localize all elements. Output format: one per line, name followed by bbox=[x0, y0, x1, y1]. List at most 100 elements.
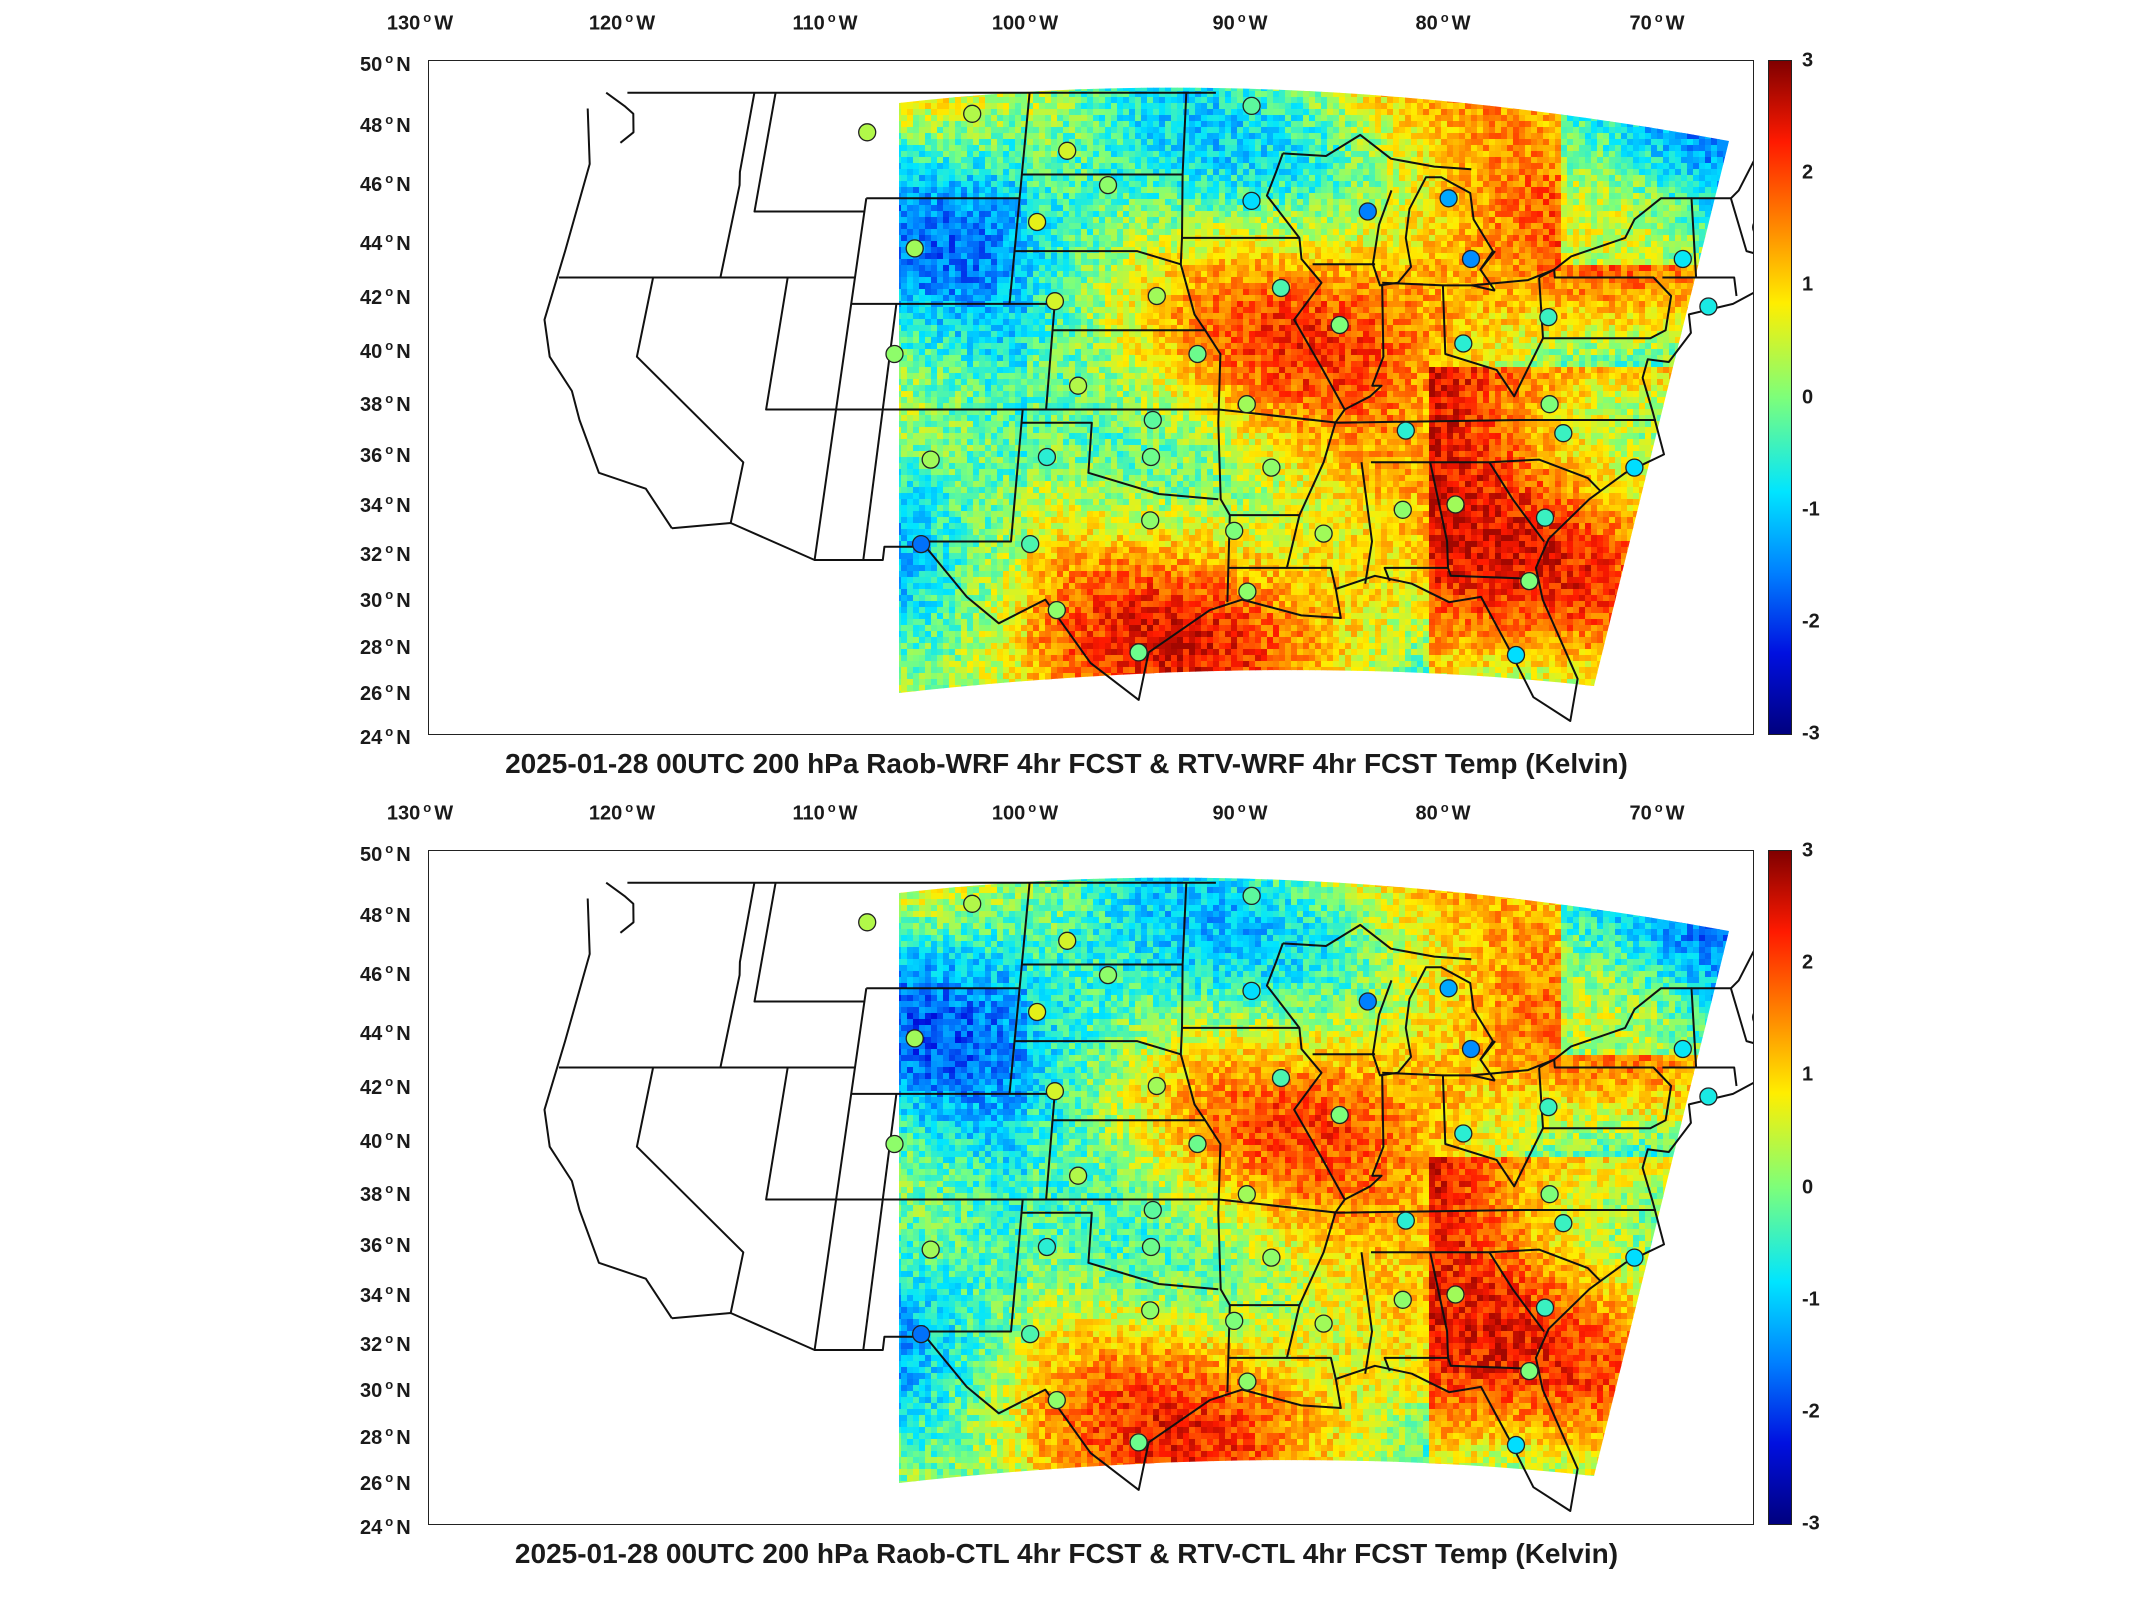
raob-station-marker bbox=[1520, 571, 1539, 591]
colorbar-tick-label: 0 bbox=[1802, 386, 1813, 409]
raob-station-marker bbox=[1535, 508, 1555, 527]
raob-station-marker bbox=[1141, 1237, 1161, 1257]
latitude-label: 26 o N bbox=[360, 680, 411, 706]
raob-station-marker bbox=[1262, 458, 1281, 477]
longitude-label: 100 o W bbox=[992, 10, 1058, 36]
colorbar-tick-label: 1 bbox=[1802, 1064, 1813, 1087]
raob-station-marker bbox=[1027, 212, 1047, 232]
raob-station-marker bbox=[1539, 307, 1558, 327]
map-canvas bbox=[543, 87, 1753, 722]
state-boundary bbox=[719, 882, 756, 1068]
raob-station-marker bbox=[911, 534, 931, 554]
raob-station-marker bbox=[885, 1134, 904, 1154]
state-boundary bbox=[765, 1067, 883, 1201]
latitude-label: 42 o N bbox=[360, 1074, 411, 1100]
state-boundary bbox=[753, 882, 865, 1003]
raob-station-marker bbox=[1625, 458, 1644, 477]
raob-station-marker bbox=[1446, 1285, 1465, 1304]
raob-station-marker bbox=[1021, 534, 1040, 554]
state-boundary bbox=[635, 277, 745, 524]
state-boundary bbox=[1488, 461, 1545, 543]
colorbar-tick-label: 3 bbox=[1802, 840, 1813, 863]
raob-station-marker bbox=[1147, 1076, 1166, 1096]
raob-station-marker bbox=[905, 239, 924, 258]
raob-station-marker bbox=[1027, 1002, 1047, 1022]
raob-station-marker bbox=[1141, 447, 1161, 467]
state-boundary bbox=[671, 522, 926, 561]
raob-station-marker bbox=[1188, 1134, 1207, 1154]
raob-station-marker bbox=[1098, 965, 1118, 985]
state-boundary bbox=[1696, 1066, 1738, 1087]
state-boundary bbox=[1696, 276, 1738, 297]
state-boundary bbox=[1179, 1027, 1231, 1393]
longitude-label: 110 o W bbox=[792, 10, 857, 36]
raob-station-marker bbox=[1393, 1290, 1412, 1309]
longitude-label: 120 o W bbox=[589, 800, 655, 826]
raob-station-marker bbox=[1238, 1372, 1257, 1391]
raob-station-marker bbox=[963, 894, 982, 913]
state-boundary bbox=[1344, 285, 1385, 411]
latitude-label: 36 o N bbox=[360, 1232, 411, 1258]
map-frame bbox=[428, 60, 1754, 735]
raob-station-marker bbox=[963, 104, 982, 123]
longitude-label: 90 o W bbox=[1212, 10, 1267, 36]
latitude-label: 46 o N bbox=[360, 961, 411, 987]
map-frame bbox=[428, 850, 1754, 1525]
colorbar-tick-label: -1 bbox=[1802, 1288, 1820, 1311]
longitude-label: 70 o W bbox=[1629, 800, 1684, 826]
raob-station-marker bbox=[1439, 189, 1458, 208]
raob-station-marker bbox=[1225, 521, 1244, 541]
raob-station-marker bbox=[1242, 191, 1261, 211]
raob-station-marker bbox=[1237, 1185, 1256, 1204]
raob-station-marker bbox=[1037, 447, 1057, 467]
latitude-label: 38 o N bbox=[360, 1181, 411, 1207]
colorbar-tick-label: -3 bbox=[1802, 1513, 1820, 1536]
colorbar-tick-label: 1 bbox=[1802, 274, 1813, 297]
colorbar-tick-label: -2 bbox=[1802, 1400, 1820, 1423]
raob-station-marker bbox=[1554, 1214, 1573, 1233]
longitude-label: 130 o W bbox=[387, 800, 453, 826]
raob-station-marker bbox=[1673, 1039, 1692, 1059]
raob-station-marker bbox=[1540, 1185, 1559, 1204]
state-boundary bbox=[543, 108, 673, 529]
state-boundary bbox=[543, 898, 673, 1319]
longitude-label: 70 o W bbox=[1629, 10, 1684, 36]
raob-station-marker bbox=[1330, 315, 1349, 335]
latitude-label: 50 o N bbox=[360, 841, 411, 867]
state-boundary bbox=[605, 91, 635, 144]
raob-station-marker bbox=[1037, 1237, 1057, 1257]
latitude-label: 36 o N bbox=[360, 442, 411, 468]
state-boundary bbox=[1488, 1251, 1545, 1333]
state-boundary bbox=[862, 303, 898, 561]
state-boundary bbox=[1014, 1040, 1182, 1056]
raob-station-marker bbox=[1554, 424, 1573, 443]
raob-station-marker bbox=[1393, 500, 1412, 519]
raob-station-marker bbox=[1129, 1433, 1148, 1452]
raob-station-marker bbox=[1143, 410, 1162, 430]
state-boundary bbox=[866, 882, 1031, 990]
raob-station-marker bbox=[1147, 286, 1166, 306]
raob-station-marker bbox=[921, 1240, 940, 1259]
state-boundary bbox=[1148, 1030, 1753, 1512]
raob-station-marker bbox=[1141, 511, 1160, 530]
raob-station-marker bbox=[858, 123, 877, 142]
state-boundary bbox=[765, 277, 883, 411]
colorbar-tick-label: 3 bbox=[1802, 50, 1813, 73]
raob-station-marker bbox=[1358, 202, 1377, 221]
raob-station-marker bbox=[1358, 992, 1377, 1011]
raob-station-marker bbox=[1396, 1211, 1415, 1230]
state-boundary bbox=[1371, 176, 1494, 287]
colorbar-tick-label: -2 bbox=[1802, 610, 1820, 633]
state-boundary bbox=[1046, 1198, 1656, 1214]
state-boundary bbox=[1181, 882, 1300, 1029]
state-boundary bbox=[1472, 197, 1692, 287]
raob-station-marker bbox=[1058, 931, 1077, 950]
raob-station-marker bbox=[1047, 600, 1066, 620]
raob-station-marker bbox=[1625, 1248, 1644, 1267]
raob-station-marker bbox=[858, 913, 877, 932]
raob-station-marker bbox=[1673, 249, 1692, 269]
raob-station-marker bbox=[1238, 582, 1257, 601]
latitude-label: 28 o N bbox=[360, 634, 411, 660]
raob-station-marker bbox=[1129, 643, 1148, 662]
colorbar-tick-label: 0 bbox=[1802, 1176, 1813, 1199]
